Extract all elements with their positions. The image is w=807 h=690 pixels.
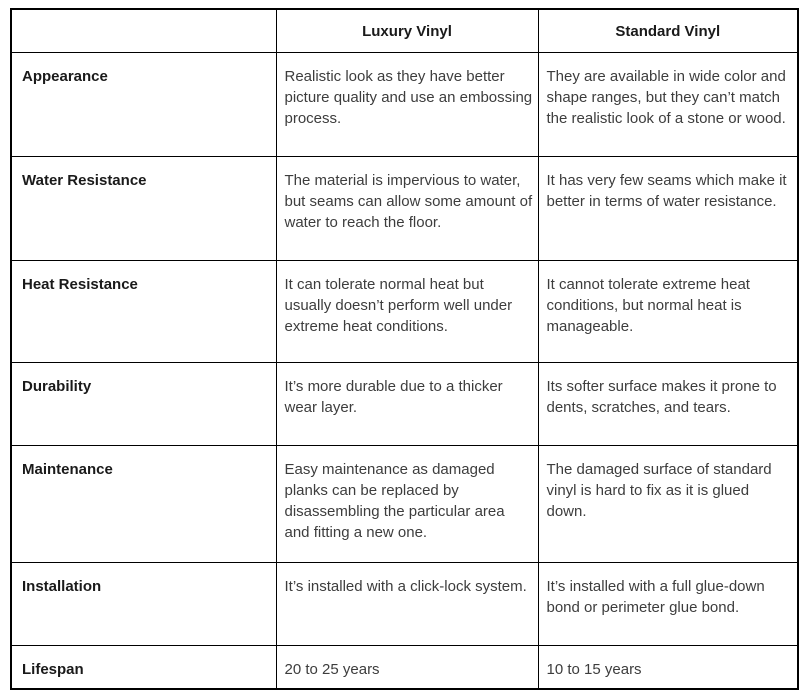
- vinyl-comparison-table: Luxury Vinyl Standard Vinyl Appearance R…: [10, 8, 799, 690]
- standard-vinyl-cell: It has very few seams which make it bett…: [537, 156, 799, 261]
- standard-vinyl-cell: Its softer surface makes it prone to den…: [537, 362, 799, 446]
- table-row-lifespan: Lifespan 20 to 25 years 10 to 15 years: [10, 645, 799, 690]
- luxury-vinyl-cell: It’s installed with a click-lock system.: [275, 562, 539, 646]
- table-row-installation: Installation It’s installed with a click…: [10, 562, 799, 646]
- feature-label: Maintenance: [10, 445, 277, 563]
- feature-label: Appearance: [10, 52, 277, 157]
- luxury-vinyl-cell: 20 to 25 years: [275, 645, 539, 690]
- column-header-standard-vinyl: Standard Vinyl: [537, 8, 799, 53]
- feature-label: Water Resistance: [10, 156, 277, 261]
- table-row-heat-resistance: Heat Resistance It can tolerate normal h…: [10, 260, 799, 363]
- luxury-vinyl-cell: It can tolerate normal heat but usually …: [275, 260, 539, 363]
- feature-label: Heat Resistance: [10, 260, 277, 363]
- standard-vinyl-cell: They are available in wide color and sha…: [537, 52, 799, 157]
- standard-vinyl-cell: 10 to 15 years: [537, 645, 799, 690]
- column-header-luxury-vinyl: Luxury Vinyl: [275, 8, 539, 53]
- luxury-vinyl-cell: Easy maintenance as damaged planks can b…: [275, 445, 539, 563]
- standard-vinyl-cell: It cannot tolerate extreme heat conditio…: [537, 260, 799, 363]
- header-row: Luxury Vinyl Standard Vinyl: [10, 8, 799, 53]
- table-row-durability: Durability It’s more durable due to a th…: [10, 362, 799, 446]
- table-row-water-resistance: Water Resistance The material is impervi…: [10, 156, 799, 261]
- standard-vinyl-cell: The damaged surface of standard vinyl is…: [537, 445, 799, 563]
- table-row-appearance: Appearance Realistic look as they have b…: [10, 52, 799, 157]
- standard-vinyl-cell: It’s installed with a full glue-down bon…: [537, 562, 799, 646]
- luxury-vinyl-cell: It’s more durable due to a thicker wear …: [275, 362, 539, 446]
- column-header-feature: [10, 8, 277, 53]
- comparison-table-container: Luxury Vinyl Standard Vinyl Appearance R…: [10, 8, 799, 690]
- feature-label: Installation: [10, 562, 277, 646]
- table-row-maintenance: Maintenance Easy maintenance as damaged …: [10, 445, 799, 563]
- feature-label: Lifespan: [10, 645, 277, 690]
- feature-label: Durability: [10, 362, 277, 446]
- luxury-vinyl-cell: Realistic look as they have better pictu…: [275, 52, 539, 157]
- luxury-vinyl-cell: The material is impervious to water, but…: [275, 156, 539, 261]
